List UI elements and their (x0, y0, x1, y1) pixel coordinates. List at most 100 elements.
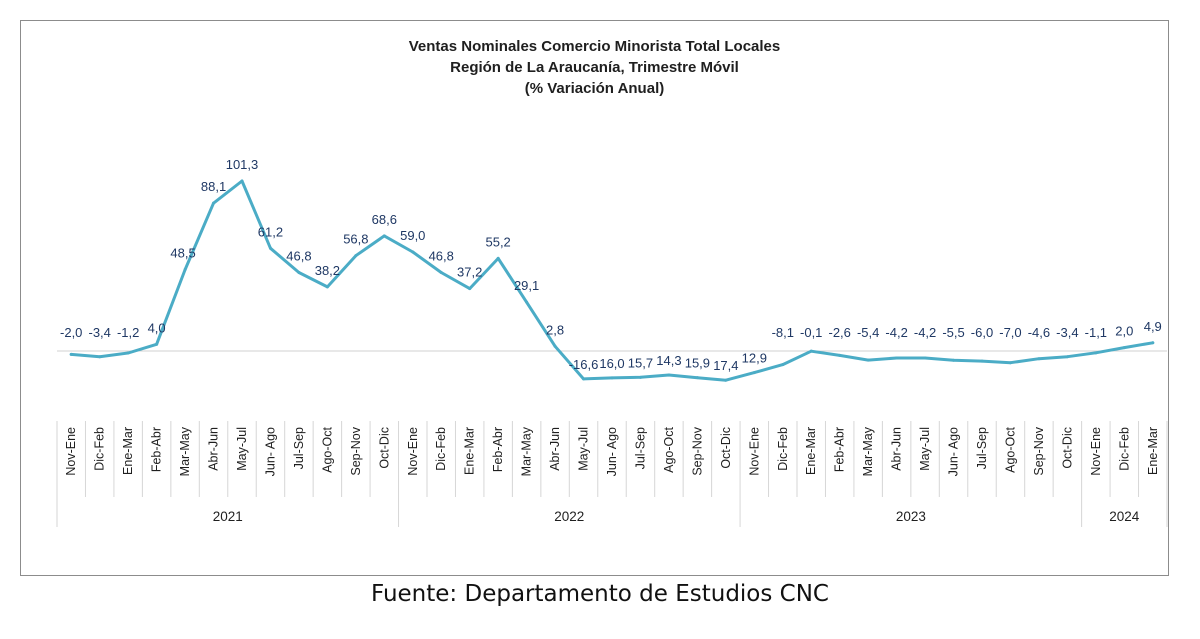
x-tick-label: Jun- Ago (947, 427, 961, 476)
chart-frame (20, 20, 1169, 576)
data-label: -4,2 (885, 325, 907, 340)
data-label: 14,3 (656, 353, 681, 368)
data-point (923, 356, 927, 360)
data-point (752, 371, 756, 375)
data-point (297, 270, 301, 274)
data-point (155, 342, 159, 346)
data-point (1037, 357, 1041, 361)
chart-title-line-2: Región de La Araucanía, Trimestre Móvil (450, 59, 739, 76)
x-tick-label: Dic-Feb (93, 427, 107, 471)
data-point (268, 246, 272, 250)
data-label: -16,6 (569, 357, 599, 372)
x-tick-label: Ene-Mar (804, 427, 818, 475)
x-tick-label: Feb-Abr (150, 427, 164, 472)
data-label: 88,1 (201, 179, 226, 194)
data-label: 59,0 (400, 228, 425, 243)
data-label: 48,5 (170, 246, 195, 261)
data-point (1151, 341, 1155, 345)
data-point (610, 376, 614, 380)
x-tick-label: Nov-Ene (64, 427, 78, 476)
x-tick-label: Abr-Jun (548, 427, 562, 471)
data-label: 61,2 (258, 224, 283, 239)
series-line (69, 179, 1155, 382)
data-point (240, 179, 244, 183)
x-tick-label: Nov-Ene (406, 427, 420, 476)
data-point (212, 201, 216, 205)
data-label: -1,2 (117, 325, 139, 340)
x-tick-label: Mar-May (178, 426, 192, 476)
data-label: 12,9 (742, 351, 767, 366)
data-label: 15,9 (685, 356, 710, 371)
x-tick-label: Dic-Feb (434, 427, 448, 471)
x-tick-label: Nov-Ene (747, 427, 761, 476)
x-tick-label: Jul-Sep (292, 427, 306, 469)
x-tick-label: Dic-Feb (1117, 427, 1131, 471)
x-tick-label: Jun- Ago (263, 427, 277, 476)
data-point (439, 270, 443, 274)
chart-title-line-3: (% Variación Anual) (524, 80, 665, 97)
data-point (781, 363, 785, 367)
data-label: 38,2 (315, 263, 340, 278)
x-tick-label: Mar-May (520, 426, 534, 476)
chart-title: Ventas Nominales Comercio Minorista Tota… (20, 36, 1169, 99)
data-label: -4,2 (914, 325, 936, 340)
data-label: -1,1 (1085, 325, 1107, 340)
data-point (553, 344, 557, 348)
data-point (638, 375, 642, 379)
data-label: -3,4 (88, 325, 110, 340)
data-point (325, 285, 329, 289)
data-label: 16,0 (599, 356, 624, 371)
data-point (411, 250, 415, 254)
x-tick-label: Ago-Oct (320, 426, 334, 472)
source-note: Fuente: Departamento de Estudios CNC (370, 581, 829, 607)
data-point (952, 358, 956, 362)
x-tick-label: Ene-Mar (463, 427, 477, 475)
x-tick-label: May-Jul (577, 427, 591, 471)
data-label: -5,4 (857, 325, 879, 340)
data-point (809, 349, 813, 353)
data-point (1122, 346, 1126, 350)
chart-title-line-1: Ventas Nominales Comercio Minorista Tota… (408, 38, 781, 55)
x-tick-label: Sep-Nov (349, 426, 363, 475)
data-point (724, 378, 728, 382)
x-tick-label: Oct-Dic (719, 427, 733, 469)
data-point (1065, 355, 1069, 359)
year-group-label: 2024 (1109, 509, 1140, 524)
x-tick-label: May-Jul (235, 427, 249, 471)
year-group-label: 2021 (213, 509, 243, 524)
x-tick-label: Dic-Feb (776, 427, 790, 471)
data-label: 46,8 (429, 248, 454, 263)
data-label: 4,9 (1144, 319, 1162, 334)
x-tick-label: Sep-Nov (1032, 426, 1046, 475)
x-tick-label: Abr-Jun (890, 427, 904, 471)
x-tick-label: Feb-Abr (833, 427, 847, 472)
data-point (1008, 361, 1012, 365)
data-label: 46,8 (286, 248, 311, 263)
data-label: -4,6 (1028, 325, 1050, 340)
x-tick-label: Feb-Abr (491, 427, 505, 472)
x-tick-label: Mar-May (861, 426, 875, 476)
data-label: 29,1 (514, 278, 539, 293)
data-label: 56,8 (343, 232, 368, 247)
data-point (695, 376, 699, 380)
data-point (582, 377, 586, 381)
x-tick-label: Sep-Nov (690, 426, 704, 475)
data-point (895, 356, 899, 360)
data-point (382, 234, 386, 238)
data-label: -5,5 (942, 325, 964, 340)
x-tick-label: May-Jul (918, 427, 932, 471)
data-point (667, 373, 671, 377)
data-label: -2,6 (828, 325, 850, 340)
data-label: -7,0 (999, 325, 1021, 340)
x-tick-label: Jul-Sep (633, 427, 647, 469)
data-label: 68,6 (372, 212, 397, 227)
year-group-label: 2023 (896, 509, 926, 524)
data-label: -0,1 (800, 325, 822, 340)
data-point (126, 351, 130, 355)
x-tick-label: Oct-Dic (377, 427, 391, 469)
data-point (1094, 351, 1098, 355)
data-label: -6,0 (971, 325, 993, 340)
data-label: 15,7 (628, 355, 653, 370)
data-label: -8,1 (772, 325, 794, 340)
